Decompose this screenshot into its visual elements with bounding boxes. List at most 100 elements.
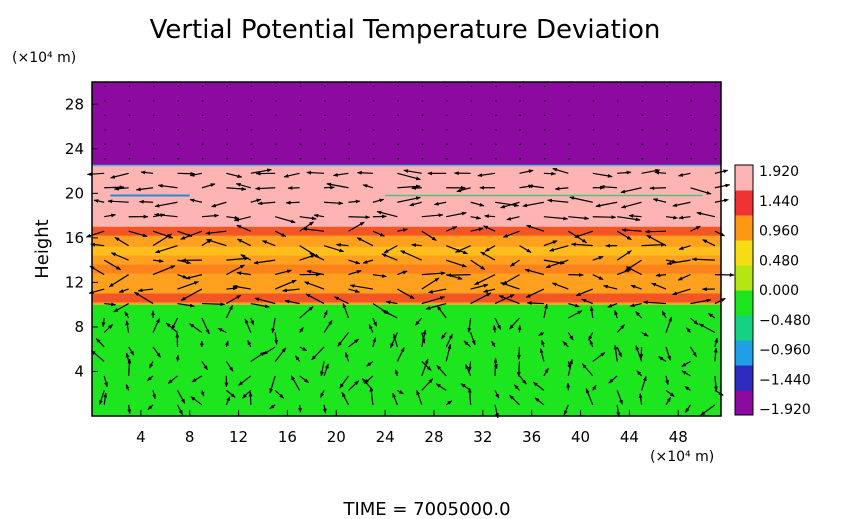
wind-arrow	[543, 240, 558, 247]
y-tick-label: 16	[65, 229, 84, 247]
wind-arrow	[484, 245, 496, 252]
chart-title: Vertial Potential Temperature Deviation	[150, 15, 661, 45]
wind-arrow	[180, 230, 203, 240]
wind-arrow	[103, 324, 113, 333]
colorbar-tick-label: 0.480	[759, 253, 799, 269]
wind-arrow	[190, 396, 203, 406]
wind-arrow	[592, 384, 597, 391]
wind-arrow	[269, 404, 276, 410]
colorbar-swatch	[735, 290, 753, 316]
wind-arrow	[592, 172, 613, 178]
wind-arrow	[275, 216, 296, 224]
colorbar-swatch	[735, 215, 753, 241]
wind-arrow	[176, 390, 186, 404]
wind-arrow	[299, 346, 308, 352]
wind-arrow	[226, 294, 242, 305]
layer-lower	[92, 304, 721, 416]
wind-arrow	[282, 288, 300, 293]
wind-arrow	[339, 375, 349, 389]
wind-arrow	[177, 171, 196, 176]
wind-arrow	[152, 230, 174, 239]
wind-arrow	[491, 340, 496, 348]
wind-arrow	[690, 225, 701, 232]
wind-arrow	[177, 302, 195, 308]
wind-arrow	[104, 185, 125, 190]
wind-arrow	[366, 360, 374, 367]
wind-arrow	[677, 274, 691, 281]
wind-arrow	[152, 346, 162, 358]
wind-arrow	[543, 303, 548, 319]
wind-arrow	[104, 213, 117, 218]
wind-arrow	[225, 361, 234, 372]
wind-arrow	[421, 358, 429, 377]
wind-arrow	[320, 361, 325, 377]
wind-arrow	[617, 216, 641, 222]
wind-arrow	[638, 393, 643, 405]
wind-arrow	[201, 361, 209, 371]
wind-arrow	[589, 306, 594, 319]
x-tick-label: 8	[185, 428, 195, 446]
wind-arrow	[127, 404, 132, 415]
wind-arrow	[519, 245, 532, 253]
wind-arrow	[232, 284, 251, 290]
wind-arrow	[690, 187, 712, 195]
y-tick-label: 12	[65, 273, 84, 291]
wind-arrow	[274, 332, 279, 345]
wind-arrow	[630, 284, 642, 290]
wind-arrow	[337, 332, 349, 347]
wind-arrow	[201, 302, 226, 307]
wind-arrow	[201, 213, 220, 218]
wind-arrow	[104, 302, 116, 307]
wind-arrow	[298, 404, 302, 413]
wind-arrow	[665, 346, 671, 361]
wind-arrow	[372, 198, 385, 203]
x-unit-label: (×10⁴ m)	[650, 449, 714, 465]
wind-arrow	[646, 234, 667, 247]
wind-arrow	[250, 198, 262, 203]
wind-arrow	[482, 288, 496, 293]
wind-arrow	[655, 273, 667, 278]
wind-arrow	[689, 346, 698, 358]
wind-arrow	[189, 198, 203, 203]
wind-arrow	[468, 361, 472, 372]
wind-arrow	[397, 184, 421, 189]
wind-arrow	[538, 331, 545, 337]
wind-arrow	[392, 333, 398, 348]
wind-arrow	[620, 187, 642, 194]
wind-arrow	[568, 302, 580, 308]
wind-arrow	[592, 255, 604, 261]
wind-arrow	[189, 172, 203, 177]
wind-arrow	[191, 375, 203, 383]
wind-arrow	[114, 236, 129, 247]
wind-arrow	[206, 238, 227, 247]
wind-arrow	[99, 390, 105, 406]
wind-arrow	[445, 400, 453, 406]
wind-arrow	[588, 332, 594, 341]
wind-arrow	[275, 269, 292, 276]
colorbar-frame	[734, 164, 754, 416]
colorbar-tick-label: −1.440	[759, 372, 811, 388]
wind-arrow	[421, 378, 434, 391]
wind-arrow	[110, 252, 129, 261]
wind-arrow	[290, 375, 301, 391]
wind-arrow	[305, 293, 325, 305]
wind-arrow	[128, 346, 135, 356]
wind-arrow	[470, 215, 482, 220]
wind-arrow	[107, 199, 129, 204]
wind-arrow	[138, 199, 154, 204]
colorbar-tick-label: 0.960	[759, 224, 799, 240]
colorbar-tick-label: −0.480	[759, 313, 811, 329]
wind-arrow	[492, 324, 497, 333]
colorbar-tick-label: −1.920	[759, 402, 811, 418]
wind-arrow	[250, 168, 272, 174]
wind-arrow	[125, 384, 130, 391]
wind-arrow	[661, 310, 667, 319]
wind-arrow	[563, 404, 569, 416]
wind-arrow	[607, 302, 618, 308]
wind-arrow	[285, 200, 300, 205]
wind-arrow	[383, 245, 398, 254]
wind-arrow	[236, 271, 251, 276]
wind-arrow	[585, 388, 594, 406]
wind-arrow	[299, 375, 310, 384]
wind-arrow	[334, 296, 349, 305]
